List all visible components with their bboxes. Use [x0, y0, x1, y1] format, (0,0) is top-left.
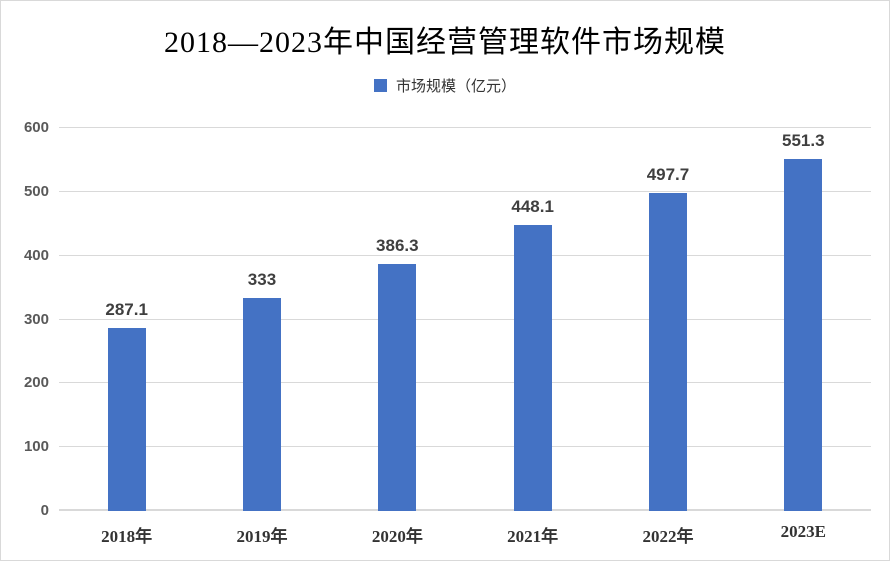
bar-column-2018年: 287.1 2018年 [59, 128, 194, 546]
bar-2020年 [378, 264, 417, 511]
x-axis-label-2018年: 2018年 [101, 527, 153, 546]
gridline [59, 190, 871, 192]
gridline [59, 254, 871, 256]
x-axis-label-2022年: 2022年 [642, 527, 694, 546]
bar-2021年 [513, 224, 552, 511]
y-tick-label: 500 [23, 182, 49, 200]
bar-column-2022年: 497.7 2022年 [600, 128, 735, 546]
y-tick-label: 400 [23, 246, 49, 264]
gridline [59, 382, 871, 384]
x-axis-label-2020年: 2020年 [371, 527, 423, 546]
y-tick-label: 100 [23, 438, 49, 456]
data-label-2023E: 551.3 [782, 131, 825, 151]
bar-2023E [784, 159, 823, 511]
y-tick-label: 200 [23, 374, 49, 392]
y-tick-label: 0 [40, 502, 49, 519]
x-axis-label-2021年: 2021年 [507, 527, 559, 546]
y-axis: 0 100 200 300 400 500 600 [1, 119, 49, 519]
data-label-2022年: 497.7 [646, 165, 690, 185]
data-label-2019年: 333 [247, 270, 277, 290]
plot-area: 287.1 2018年 333 2019年 386.3 2020年 448.1 2021年 49… [59, 127, 871, 546]
data-label-2018年: 287.1 [105, 299, 148, 319]
bar-2019年 [242, 298, 281, 511]
y-tick-label: 300 [23, 310, 49, 328]
legend-swatch-icon [373, 79, 387, 92]
bar-column-2019年: 333 2019年 [194, 128, 329, 546]
chart-legend: 市场规模（亿元） [1, 75, 889, 96]
bar-column-2023E: 551.3 2023E [736, 128, 871, 541]
y-tick-label: 600 [23, 119, 49, 136]
data-label-2020年: 386.3 [376, 236, 419, 256]
bar-2022年 [648, 193, 687, 511]
bars-layer: 287.1 2018年 333 2019年 386.3 2020年 448.1 2021年 49… [59, 128, 871, 546]
x-axis-label-2023E: 2023E [780, 522, 826, 541]
x-axis-line [59, 509, 871, 511]
bar-column-2021年: 448.1 2021年 [465, 128, 600, 546]
chart-title: 2018—2023年中国经营管理软件市场规模 [164, 26, 726, 59]
gridline [59, 318, 871, 320]
gridline [59, 127, 871, 128]
legend-label: 市场规模（亿元） [395, 79, 516, 95]
data-label-2021年: 448.1 [511, 196, 554, 216]
bar-column-2020年: 386.3 2020年 [330, 128, 465, 546]
gridline [59, 446, 871, 448]
bar-2018年 [107, 327, 146, 511]
x-axis-label-2019年: 2019年 [236, 527, 288, 546]
